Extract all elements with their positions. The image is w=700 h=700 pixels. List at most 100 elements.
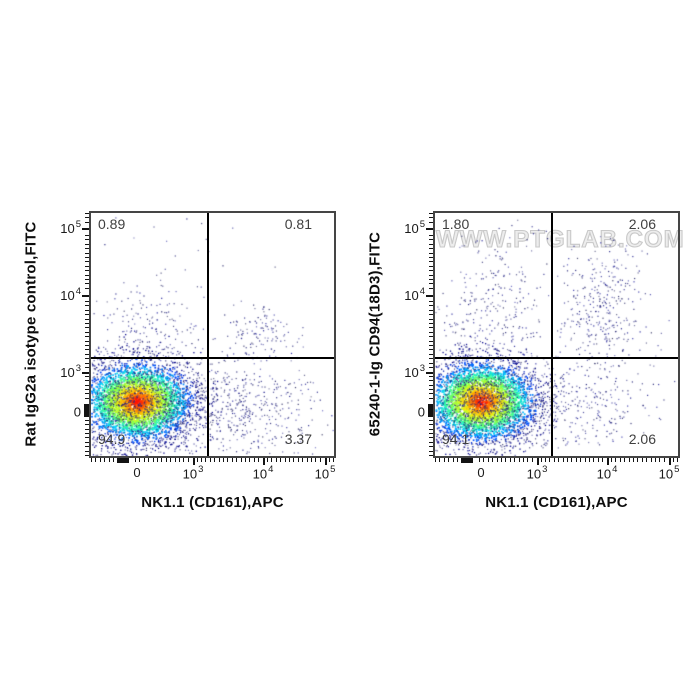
tick-mark (428, 404, 433, 417)
scatter-canvas (91, 213, 334, 456)
quadrant-stat-upper-left: 0.89 (98, 216, 126, 232)
y-tick-label: 0 (73, 404, 81, 420)
x-axis-tick-labels: 0 103 104 105 (433, 464, 680, 487)
tick-mark (429, 446, 433, 448)
tick-mark (85, 270, 89, 272)
tick-mark (85, 428, 89, 430)
tick-mark (85, 437, 89, 439)
tick-mark (148, 458, 150, 462)
tick-mark (677, 458, 678, 462)
tick-mark (429, 340, 433, 342)
tick-mark (501, 458, 502, 462)
tick-mark (227, 458, 229, 462)
tick-mark (429, 380, 433, 382)
tick-mark (253, 458, 255, 462)
tick-mark (85, 261, 89, 263)
quadrant-gate-vertical-line (551, 213, 553, 456)
tick-mark (85, 446, 89, 448)
tick-mark (85, 318, 89, 320)
tick-mark (655, 458, 656, 462)
tick-mark (306, 458, 308, 462)
tick-mark (99, 458, 101, 462)
tick-mark (429, 419, 433, 421)
tick-mark (602, 458, 604, 462)
tick-mark (429, 397, 433, 399)
tick-mark (108, 458, 110, 462)
scatter-canvas (435, 213, 678, 456)
tick-mark (245, 458, 246, 462)
tick-mark (633, 458, 634, 462)
x-tick-label: 104 (252, 464, 274, 482)
tick-mark (593, 458, 595, 462)
tick-mark (193, 458, 195, 465)
tick-mark (615, 458, 617, 462)
tick-mark (540, 458, 542, 462)
tick-mark (509, 458, 511, 462)
tick-mark (496, 458, 498, 462)
tick-mark (85, 265, 89, 267)
tick-mark (85, 349, 89, 351)
tick-mark (85, 287, 89, 289)
tick-mark (562, 458, 564, 462)
tick-mark (429, 375, 433, 377)
tick-mark (435, 458, 436, 462)
x-axis-label: NK1.1 (CD161),APC (485, 494, 628, 511)
y-axis-tick-labels: 105 104 103 0 (47, 211, 81, 458)
tick-mark (429, 455, 433, 456)
tick-mark (492, 458, 494, 462)
tick-mark (240, 458, 242, 462)
tick-mark (429, 450, 433, 452)
tick-mark (85, 239, 89, 241)
tick-mark (85, 331, 89, 333)
tick-mark (429, 270, 433, 272)
tick-mark (263, 458, 265, 465)
tick-mark (85, 340, 89, 342)
quadrant-stat-lower-left: 94.9 (98, 431, 126, 447)
tick-mark (429, 261, 433, 263)
tick-mark (429, 274, 433, 276)
tick-mark (514, 458, 516, 462)
tick-mark (641, 458, 643, 462)
tick-mark (637, 458, 639, 462)
tick-mark (84, 404, 89, 417)
tick-mark (280, 458, 282, 462)
tick-mark (82, 228, 89, 230)
tick-mark (196, 458, 198, 462)
tick-mark (429, 331, 433, 333)
tick-mark (619, 458, 621, 462)
tick-mark (85, 279, 89, 280)
y-axis-ticks (80, 211, 89, 458)
tick-mark (429, 367, 433, 368)
x-axis-ticks (433, 458, 680, 467)
tick-mark (85, 393, 89, 395)
tick-mark (575, 458, 577, 462)
tick-mark (319, 458, 321, 462)
quadrant-stat-upper-right: 2.06 (628, 216, 656, 232)
tick-mark (85, 235, 89, 236)
tick-mark (85, 358, 89, 360)
tick-mark (236, 458, 238, 462)
tick-mark (429, 358, 433, 360)
tick-mark (589, 458, 590, 462)
y-axis-label: 65240-1-Ig CD94(18D3),FITC (366, 231, 384, 437)
tick-mark (218, 458, 220, 462)
tick-mark (143, 458, 145, 462)
tick-mark (187, 458, 189, 462)
tick-mark (113, 458, 114, 462)
tick-mark (328, 458, 330, 462)
tick-mark (85, 384, 89, 386)
tick-mark (85, 283, 89, 285)
tick-mark (429, 301, 433, 302)
tick-mark (527, 458, 529, 462)
tick-mark (135, 458, 136, 462)
tick-mark (487, 458, 489, 462)
tick-mark (249, 458, 251, 462)
tick-mark (429, 428, 433, 430)
tick-mark (85, 248, 89, 250)
tick-mark (85, 217, 89, 219)
flow-panel-cd94-antibody: 65240-1-Ig CD94(18D3),FITC 105 104 103 0 1.… (367, 211, 680, 511)
tick-mark (607, 458, 609, 465)
tick-mark (223, 458, 224, 462)
tick-mark (584, 458, 586, 462)
